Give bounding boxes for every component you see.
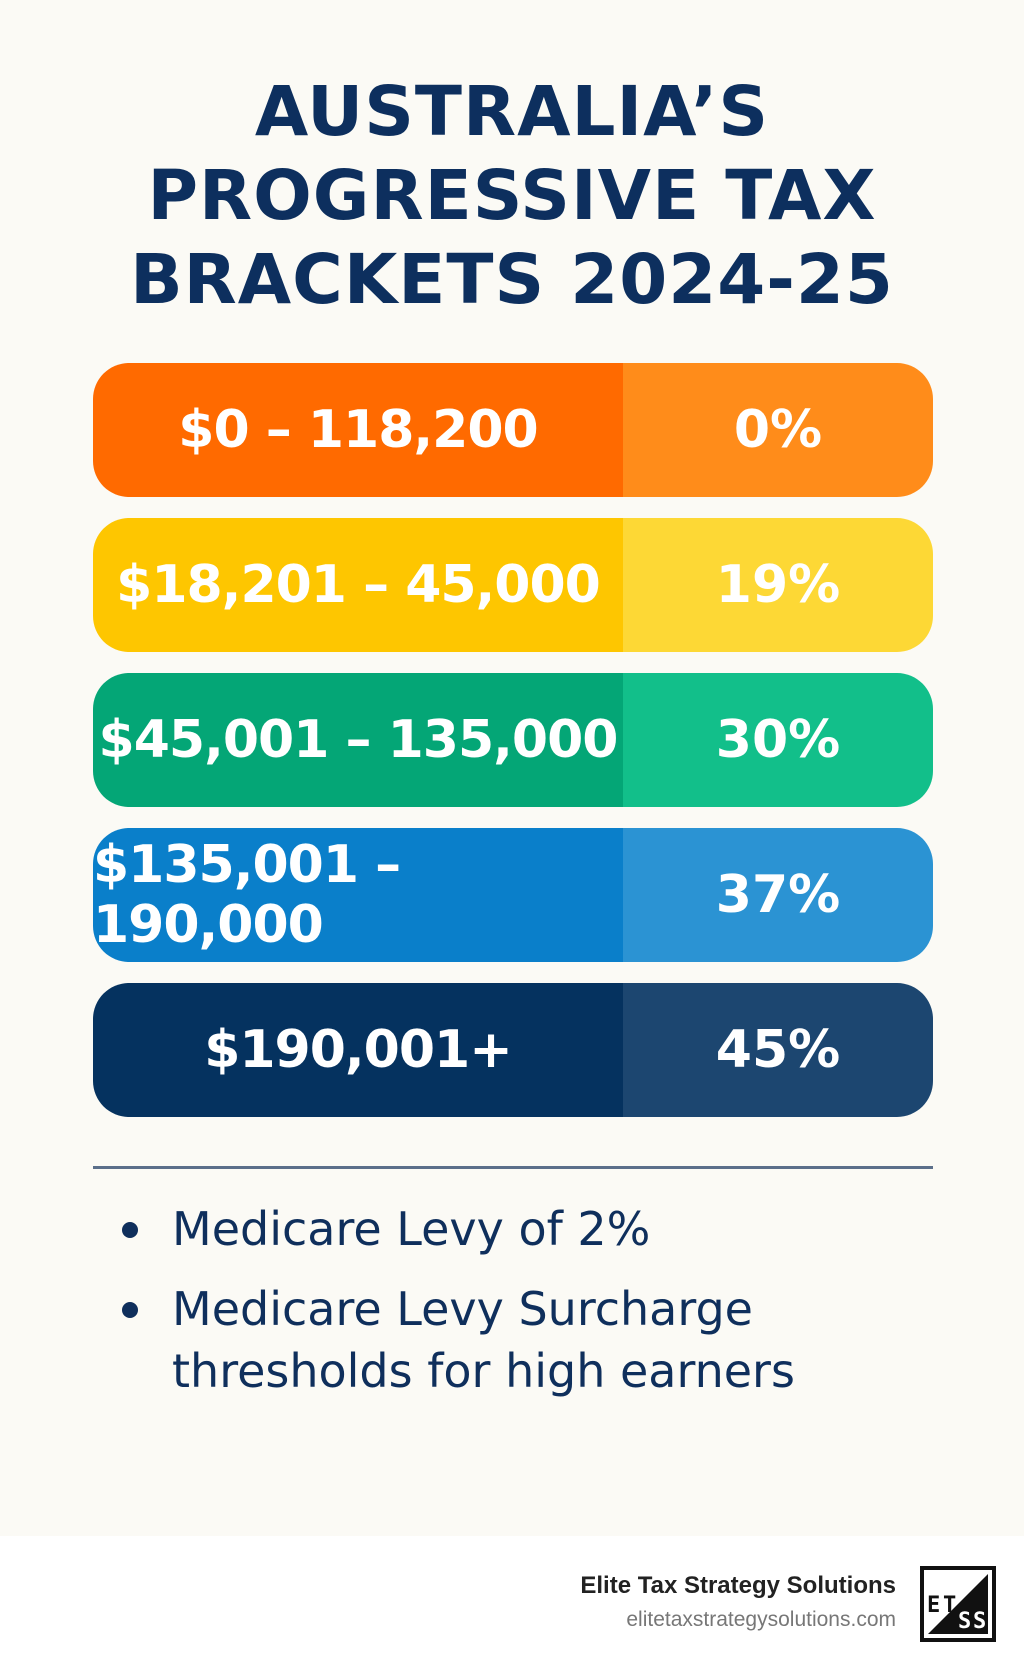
svg-text:E: E: [927, 1593, 940, 1618]
tax-brackets-table: $0 – 118,200 0% $18,201 – 45,000 19% $45…: [93, 363, 933, 1138]
bracket-range: $18,201 – 45,000: [93, 518, 623, 652]
bullet-icon: [122, 1222, 138, 1238]
title-line-1: AUSTRALIA’S: [254, 72, 770, 152]
tax-bracket-row: $135,001 – 190,000 37%: [93, 828, 933, 962]
note-text: Medicare Levy Surcharge thresholds for h…: [172, 1282, 795, 1398]
bracket-range: $0 – 118,200: [93, 363, 623, 497]
section-divider: [93, 1166, 933, 1169]
bullet-icon: [122, 1302, 138, 1318]
bracket-rate: 30%: [623, 673, 933, 807]
list-item: Medicare Levy Surcharge thresholds for h…: [120, 1278, 920, 1402]
bracket-range: $190,001+: [93, 983, 623, 1117]
bracket-rate: 45%: [623, 983, 933, 1117]
bracket-rate: 37%: [623, 828, 933, 962]
tax-bracket-row: $0 – 118,200 0%: [93, 363, 933, 497]
page-title: AUSTRALIA’S PROGRESSIVE TAX BRACKETS 202…: [0, 70, 1024, 322]
note-text: Medicare Levy of 2%: [172, 1202, 651, 1256]
list-item: Medicare Levy of 2%: [120, 1198, 920, 1260]
company-logo-icon: E T S S: [920, 1566, 996, 1642]
svg-text:S: S: [973, 1609, 986, 1634]
company-name: Elite Tax Strategy Solutions: [580, 1572, 896, 1599]
company-website: elitetaxstrategysolutions.com: [626, 1608, 896, 1631]
footer: Elite Tax Strategy Solutions elitetaxstr…: [0, 1536, 1024, 1666]
bracket-rate: 0%: [623, 363, 933, 497]
svg-text:T: T: [943, 1593, 956, 1618]
svg-text:S: S: [958, 1609, 971, 1634]
notes-list: Medicare Levy of 2% Medicare Levy Surcha…: [120, 1198, 920, 1420]
bracket-range: $135,001 – 190,000: [93, 828, 623, 962]
bracket-rate: 19%: [623, 518, 933, 652]
bracket-range: $45,001 – 135,000: [93, 673, 623, 807]
title-line-3: BRACKETS 2024-25: [130, 240, 894, 320]
title-line-2: PROGRESSIVE TAX: [147, 156, 877, 236]
tax-bracket-row: $190,001+ 45%: [93, 983, 933, 1117]
tax-bracket-row: $45,001 – 135,000 30%: [93, 673, 933, 807]
tax-bracket-row: $18,201 – 45,000 19%: [93, 518, 933, 652]
